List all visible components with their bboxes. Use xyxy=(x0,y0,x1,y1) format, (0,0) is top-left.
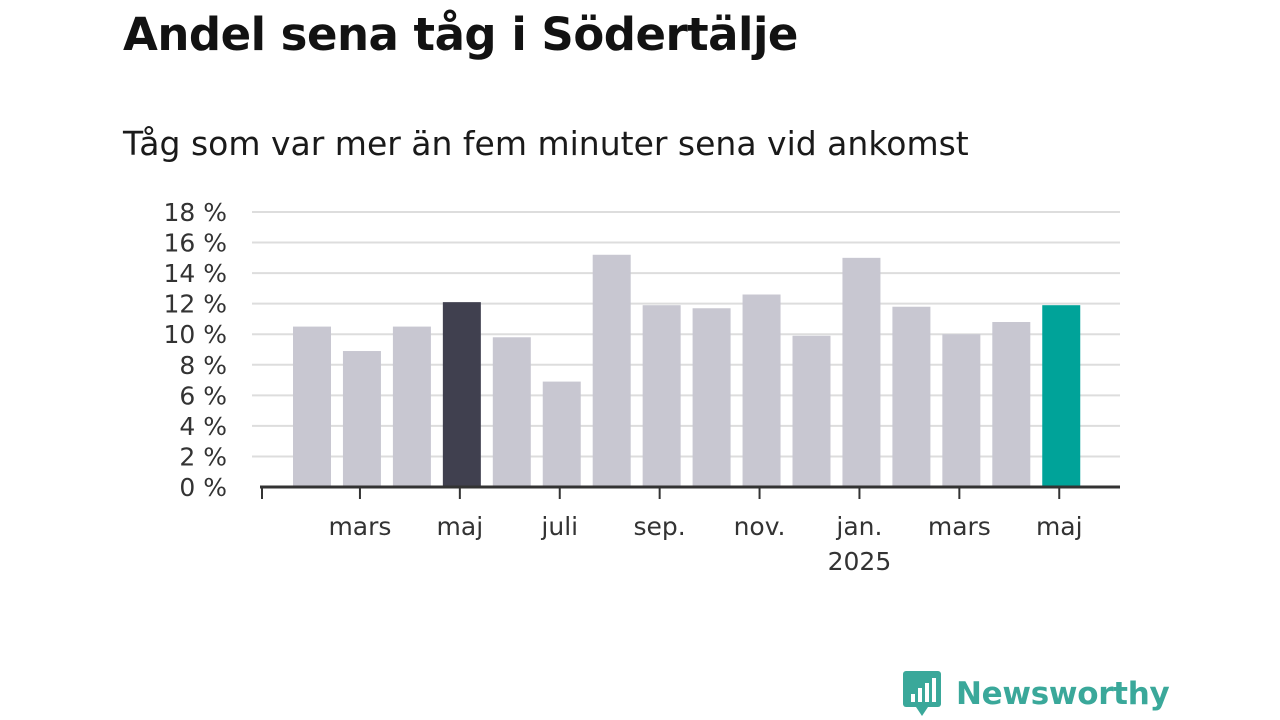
newsworthy-logo: Newsworthy xyxy=(902,670,1170,718)
y-tick-label: 10 % xyxy=(163,320,227,349)
y-tick-label: 4 % xyxy=(179,412,227,441)
x-tick-label: maj xyxy=(437,512,484,541)
bar xyxy=(492,337,531,487)
x-tick-label: maj xyxy=(1036,512,1083,541)
x-tick-label: mars xyxy=(328,512,391,541)
y-tick-label: 18 % xyxy=(163,198,227,227)
bar xyxy=(642,305,681,487)
bar xyxy=(842,257,881,487)
x-tick-label: sep. xyxy=(634,512,686,541)
bar xyxy=(742,294,781,487)
x-tick-sublabel: 2025 xyxy=(828,547,892,576)
y-tick-label: 8 % xyxy=(179,351,227,380)
bar xyxy=(1042,305,1081,487)
y-tick-label: 14 % xyxy=(163,259,227,288)
bar xyxy=(442,302,481,487)
bar xyxy=(992,322,1031,487)
y-tick-label: 2 % xyxy=(179,442,227,471)
bar xyxy=(392,326,431,487)
y-tick-label: 16 % xyxy=(163,229,227,258)
x-tick-label: mars xyxy=(928,512,991,541)
bar xyxy=(342,351,381,487)
bar xyxy=(692,308,731,487)
bar xyxy=(542,381,581,487)
bar xyxy=(293,326,331,487)
logo-text: Newsworthy xyxy=(956,676,1170,712)
y-tick-label: 0 % xyxy=(179,473,227,502)
bar xyxy=(942,334,981,487)
y-tick-label: 12 % xyxy=(163,290,227,319)
x-tick-label: jan. xyxy=(835,512,882,541)
bar xyxy=(592,254,631,487)
y-tick-label: 6 % xyxy=(179,381,227,410)
x-tick-label: juli xyxy=(540,512,578,541)
chart-subtitle: Tåg som var mer än fem minuter sena vid … xyxy=(123,124,969,163)
bar xyxy=(892,306,931,487)
bar-chart-speech-bubble-icon xyxy=(903,671,941,716)
chart-title: Andel sena tåg i Södertälje xyxy=(123,8,798,61)
bar xyxy=(792,335,831,487)
x-tick-label: nov. xyxy=(734,512,786,541)
